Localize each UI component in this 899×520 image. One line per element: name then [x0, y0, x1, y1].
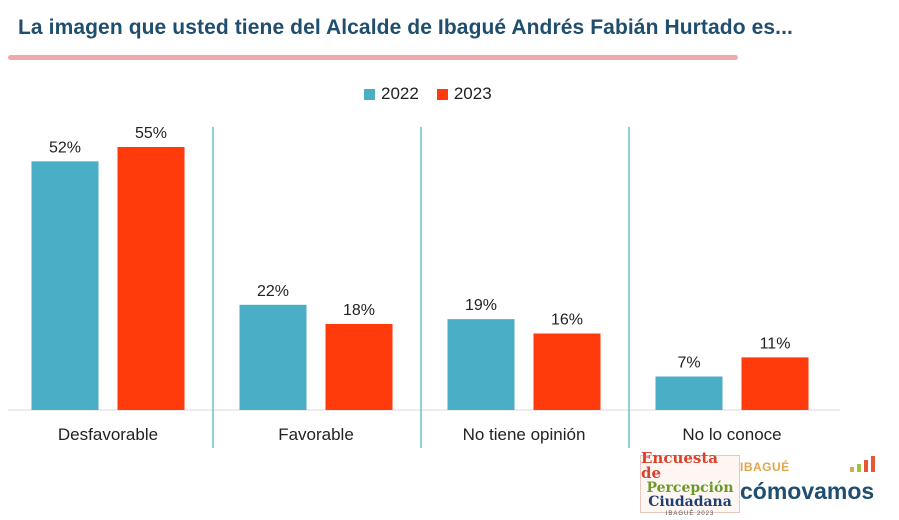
category-label-1: Favorable	[278, 425, 354, 444]
data-label-2022-3: 7%	[677, 355, 700, 372]
category-label-2: No tiene opinión	[463, 425, 586, 444]
data-label-2023-2: 16%	[551, 311, 583, 328]
bar-2022-1	[239, 304, 307, 410]
data-label-2022-1: 22%	[257, 283, 289, 300]
data-label-2022-2: 19%	[465, 297, 497, 314]
data-label-2022-0: 52%	[49, 139, 81, 156]
encuesta-logo: Encuesta de Percepción Ciudadana IBAGUÉ …	[640, 451, 740, 517]
comovamos-bars-icon	[850, 456, 880, 472]
legend-swatch-2022	[364, 88, 375, 100]
comovamos-logo-city: IBAGUÉ	[740, 460, 790, 474]
legend-item-2023: 2023	[436, 84, 492, 104]
data-label-2023-0: 55%	[135, 125, 167, 142]
legend-label-2022: 2022	[381, 84, 419, 103]
data-label-2023-3: 11%	[760, 335, 791, 352]
encuesta-logo-line3: Ciudadana	[648, 494, 732, 510]
bar-2022-0	[31, 161, 99, 410]
bar-2023-0	[117, 147, 185, 410]
comovamos-logo: IBAGUÉ cómovamos	[740, 456, 890, 506]
title-underline	[8, 55, 738, 60]
data-label-2023-1: 18%	[343, 302, 375, 319]
category-label-0: Desfavorable	[58, 425, 158, 444]
chart-title: La imagen que usted tiene del Alcalde de…	[18, 16, 793, 39]
bar-2023-3	[741, 357, 809, 410]
chart-legend: 2022 2023	[364, 84, 492, 104]
encuesta-logo-line4: IBAGUÉ 2023	[665, 511, 715, 517]
legend-swatch-2023	[436, 88, 448, 100]
bar-2022-2	[447, 319, 515, 410]
legend-label-2023: 2023	[453, 84, 492, 103]
bar-2023-1	[325, 323, 393, 410]
comovamos-logo-name: cómovamos	[740, 478, 875, 504]
encuesta-logo-line2: Percepción	[646, 480, 734, 496]
category-label-3: No lo conoce	[682, 425, 781, 444]
bar-2022-3	[655, 376, 723, 410]
bar-2023-2	[533, 333, 601, 410]
legend-item-2022: 2022	[364, 84, 419, 104]
encuesta-logo-line1: Encuesta de	[641, 449, 719, 482]
